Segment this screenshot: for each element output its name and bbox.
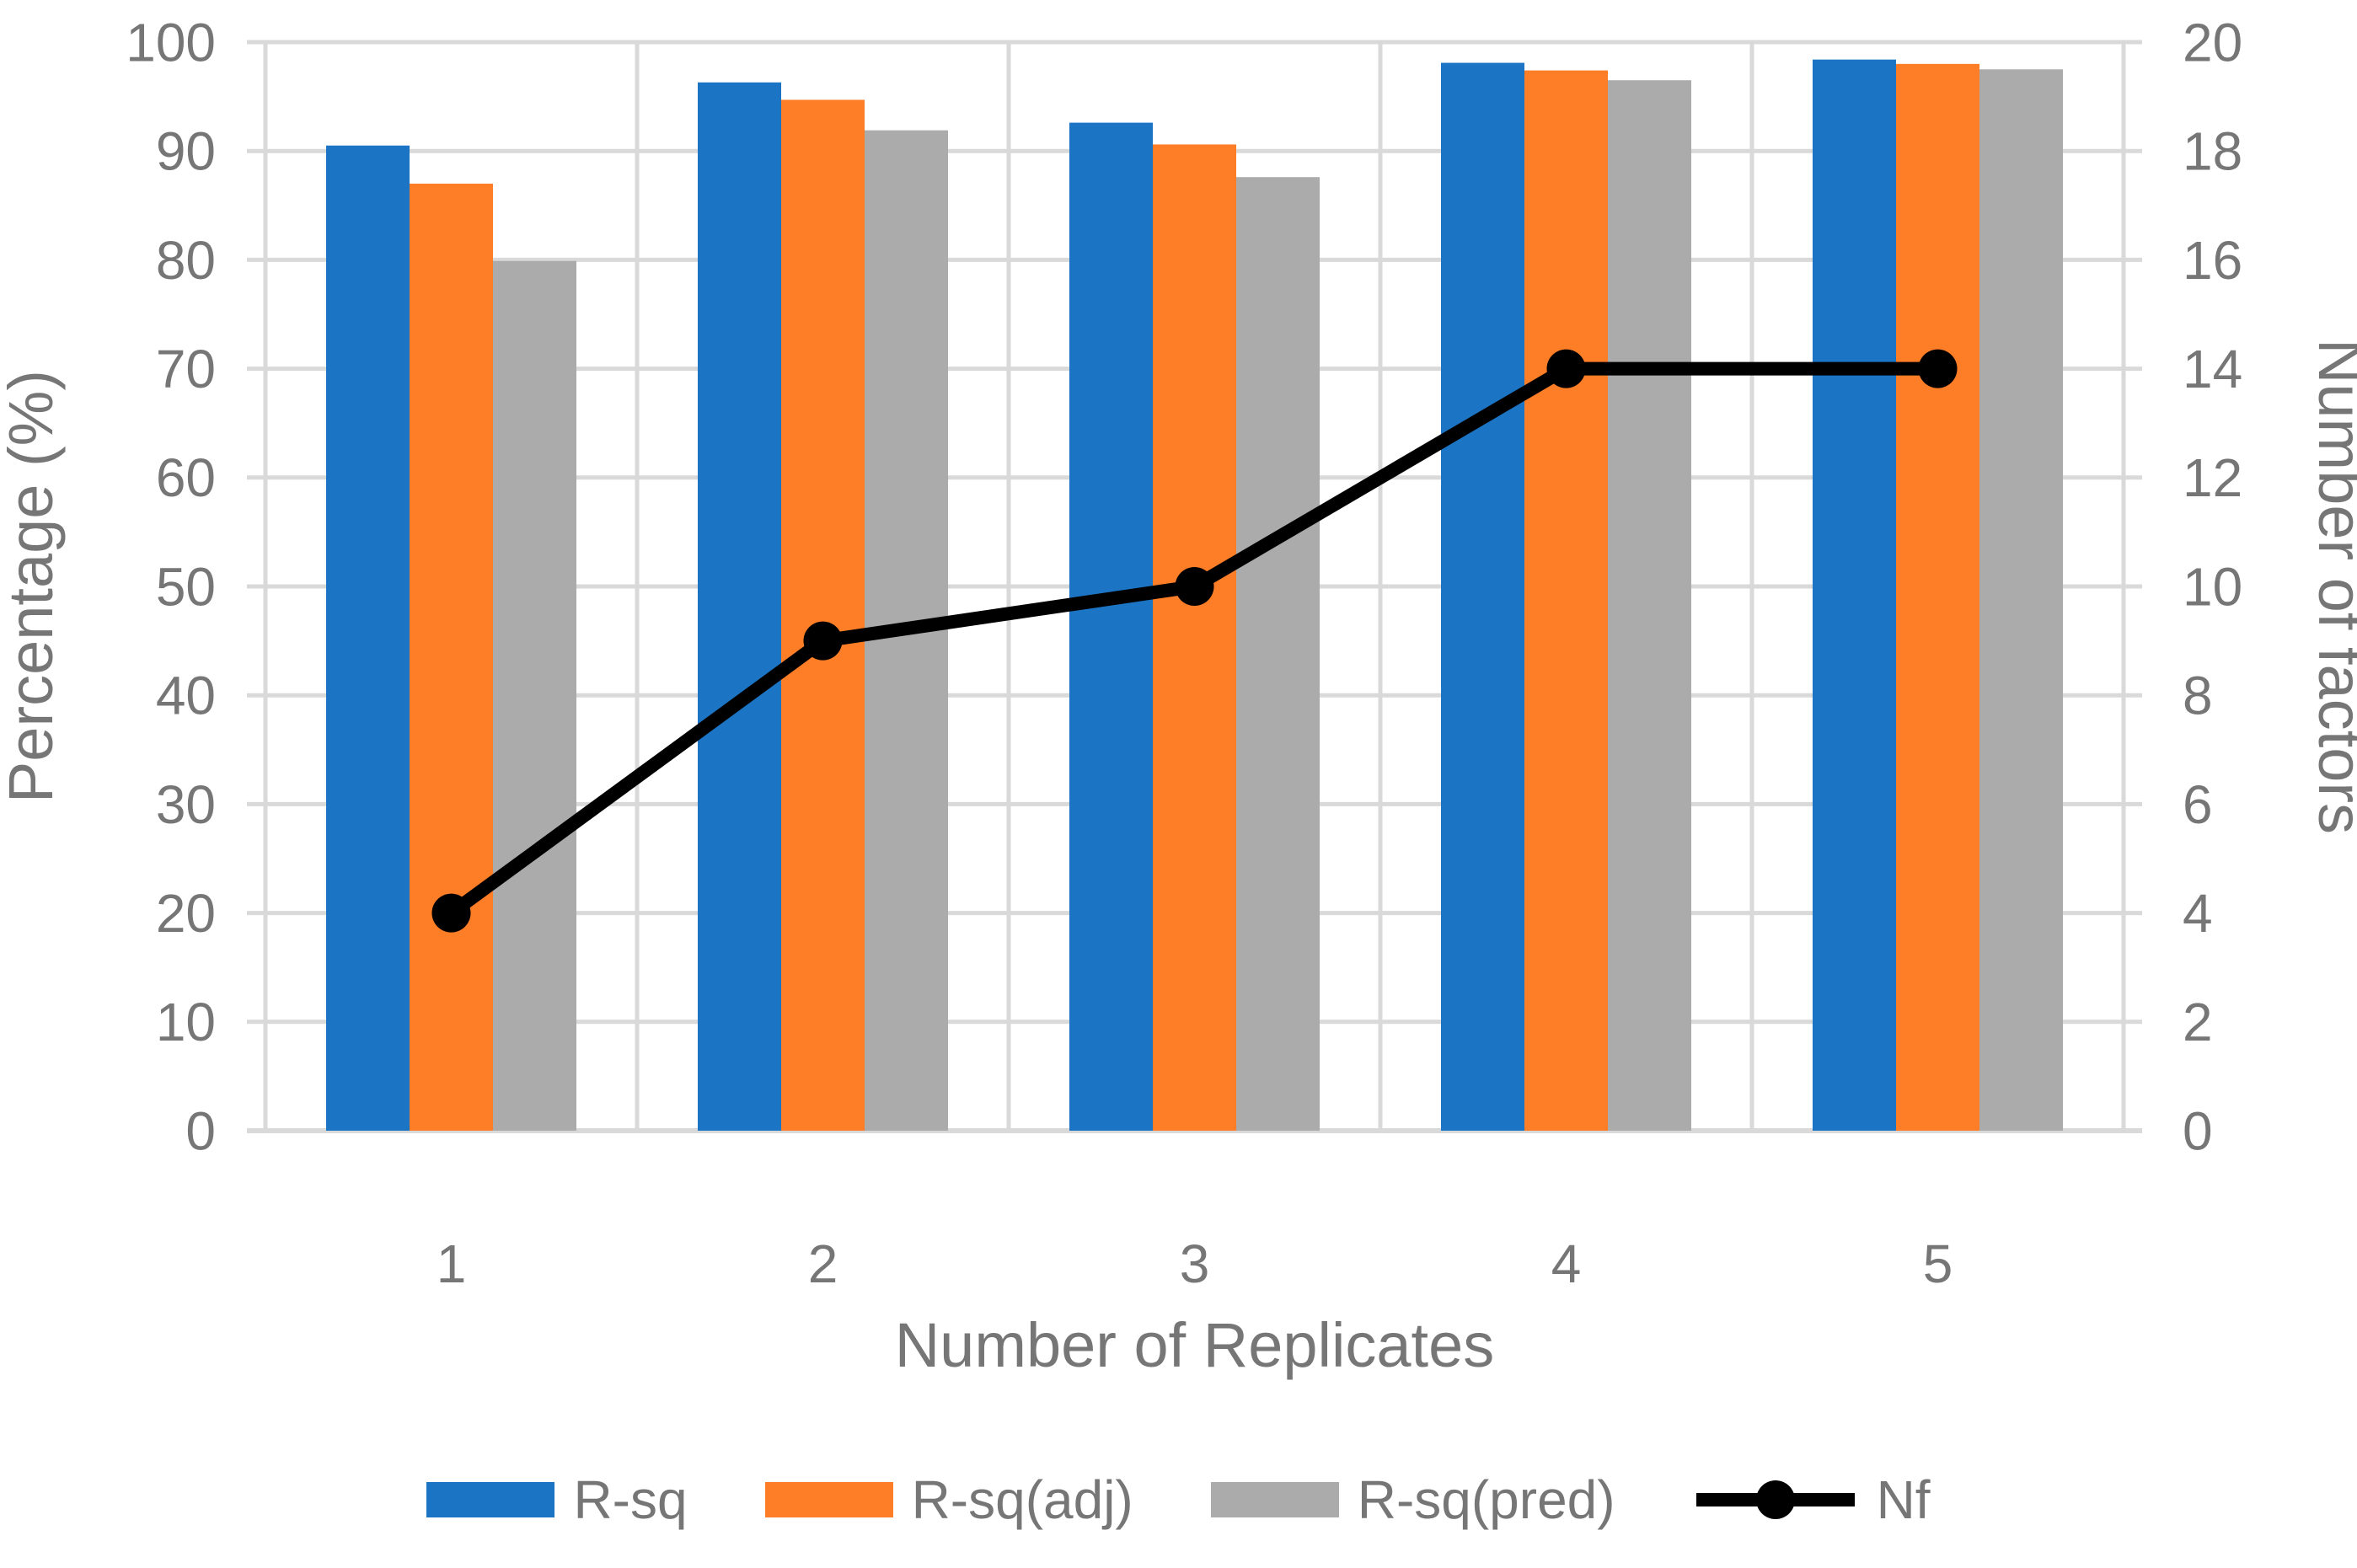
legend-swatch-rsq-adj — [764, 1482, 893, 1517]
right-axis-tick-label: 10 — [2183, 556, 2242, 617]
nf-line-series — [431, 349, 1958, 933]
bar-r-sq-cat2 — [698, 82, 781, 1132]
right-y-axis-title: Number of factors — [2306, 339, 2357, 834]
bar-r-sq-pred--cat1 — [493, 260, 576, 1131]
legend-swatch-rsq-pred — [1210, 1482, 1339, 1517]
bar-r-sq-cat4 — [1441, 62, 1524, 1132]
bar-r-sq-pred--cat3 — [1236, 177, 1320, 1131]
left-axis-tick-label: 70 — [156, 339, 216, 399]
bar-r-sq-pred--cat4 — [1608, 80, 1691, 1132]
bar-r-sq-adj--cat2 — [781, 99, 865, 1132]
left-y-axis-title: Percentage (%) — [0, 370, 66, 803]
x-axis-category-label: 1 — [437, 1234, 467, 1294]
bar-r-sq-adj--cat1 — [410, 183, 493, 1132]
legend-label-rsq-adj: R-sq(adj) — [911, 1469, 1133, 1530]
bar-r-sq-adj--cat5 — [1896, 63, 1979, 1132]
right-axis-tick-label: 14 — [2183, 339, 2242, 399]
legend-label-rsq-pred: R-sq(pred) — [1357, 1469, 1615, 1530]
axis-labels: 0102030405060708090100024681012141618201… — [0, 12, 2357, 1380]
left-axis-tick-label: 40 — [156, 666, 216, 726]
x-axis-category-label: 3 — [1180, 1234, 1210, 1294]
legend-item-rsq: R-sq — [426, 1469, 688, 1530]
x-axis-category-label: 5 — [1923, 1234, 1953, 1294]
left-axis-tick-label: 90 — [156, 121, 216, 182]
left-axis-tick-label: 100 — [126, 12, 216, 72]
bar-r-sq-adj--cat4 — [1524, 70, 1608, 1131]
bar-r-sq-adj--cat3 — [1153, 144, 1236, 1131]
legend-item-nf: Nf — [1693, 1473, 1931, 1527]
legend-label-rsq: R-sq — [573, 1469, 688, 1530]
legend-swatch-rsq — [426, 1482, 555, 1517]
nf-marker-cat1 — [431, 893, 471, 933]
left-axis-tick-label: 30 — [156, 774, 216, 835]
right-axis-tick-label: 20 — [2183, 12, 2242, 72]
legend-item-rsq-pred: R-sq(pred) — [1210, 1469, 1615, 1530]
nf-marker-cat4 — [1546, 349, 1586, 388]
right-axis-tick-label: 8 — [2183, 666, 2213, 726]
left-axis-tick-label: 0 — [185, 1100, 216, 1161]
left-axis-tick-label: 50 — [156, 556, 216, 617]
left-axis-tick-label: 60 — [156, 447, 216, 508]
bar-r-sq-cat5 — [1813, 59, 1896, 1131]
nf-marker-cat5 — [1918, 349, 1958, 388]
right-axis-tick-label: 2 — [2183, 992, 2213, 1052]
x-axis-category-label: 2 — [808, 1234, 838, 1294]
right-axis-tick-label: 12 — [2183, 447, 2242, 508]
bar-r-sq-cat3 — [1069, 122, 1153, 1131]
legend-label-nf: Nf — [1876, 1469, 1931, 1530]
chart-legend: R-sq R-sq(adj) R-sq(pred) Nf — [0, 1473, 2357, 1527]
nf-marker-cat2 — [803, 621, 843, 661]
left-axis-tick-label: 10 — [156, 992, 216, 1052]
right-axis-tick-label: 4 — [2183, 883, 2213, 944]
left-axis-tick-label: 20 — [156, 883, 216, 944]
x-axis-title: Number of Replicates — [895, 1310, 1495, 1380]
bar-r-sq-pred--cat5 — [1979, 69, 2063, 1131]
right-axis-tick-label: 0 — [2183, 1100, 2213, 1161]
right-axis-tick-label: 16 — [2183, 230, 2242, 291]
left-axis-tick-label: 80 — [156, 230, 216, 291]
bar-r-sq-cat1 — [326, 145, 410, 1132]
legend-item-rsq-adj: R-sq(adj) — [764, 1469, 1133, 1530]
legend-nf-marker — [1755, 1480, 1795, 1519]
x-axis-category-label: 4 — [1551, 1234, 1582, 1294]
legend-line-marker-icon — [1695, 1480, 1855, 1519]
right-axis-tick-label: 18 — [2183, 121, 2242, 182]
right-axis-tick-label: 6 — [2183, 774, 2213, 835]
nf-marker-cat3 — [1175, 567, 1214, 606]
